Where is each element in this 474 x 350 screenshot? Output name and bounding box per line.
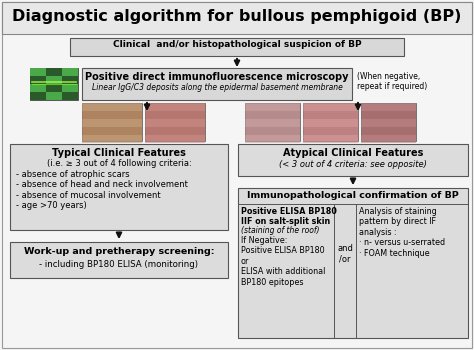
Text: Diagnostic algorithm for bullous pemphigoid (BP): Diagnostic algorithm for bullous pemphig… bbox=[12, 9, 462, 25]
Bar bbox=[303, 135, 358, 143]
Text: Analysis of staining
pattern by direct IF
analysis :
· n- versus u-serrated
· FO: Analysis of staining pattern by direct I… bbox=[359, 207, 445, 258]
Text: (< 3 out of 4 criteria: see opposite): (< 3 out of 4 criteria: see opposite) bbox=[279, 160, 427, 169]
Bar bbox=[238, 144, 468, 176]
Bar bbox=[238, 188, 468, 338]
Bar bbox=[145, 103, 205, 141]
Bar bbox=[145, 119, 205, 127]
Bar bbox=[46, 92, 62, 100]
Text: If Negative:
Positive ELISA BP180
or
ELISA with additional
BP180 epitopes: If Negative: Positive ELISA BP180 or ELI… bbox=[241, 236, 325, 287]
Bar bbox=[10, 144, 228, 230]
Bar bbox=[82, 103, 142, 141]
Text: Linear IgG/C3 deposits along the epidermal basement membrane: Linear IgG/C3 deposits along the epiderm… bbox=[91, 83, 342, 92]
Bar bbox=[245, 111, 300, 119]
Text: (staining of the roof): (staining of the roof) bbox=[241, 226, 319, 235]
Bar bbox=[361, 103, 416, 141]
Bar bbox=[303, 103, 358, 141]
Bar bbox=[30, 76, 46, 84]
Bar bbox=[145, 127, 205, 135]
Bar bbox=[145, 135, 205, 143]
Bar bbox=[62, 68, 78, 76]
Bar bbox=[82, 111, 142, 119]
Bar bbox=[303, 127, 358, 135]
Bar bbox=[361, 127, 416, 135]
Bar bbox=[245, 127, 300, 135]
Text: and
/or: and /or bbox=[337, 244, 353, 264]
Text: Positive direct immunofluorescence microscopy: Positive direct immunofluorescence micro… bbox=[85, 72, 349, 82]
Bar bbox=[2, 2, 472, 34]
Bar bbox=[62, 84, 78, 92]
Bar bbox=[30, 92, 46, 100]
Bar bbox=[145, 103, 205, 111]
Text: (i.e. ≥ 3 out of 4 following criteria:: (i.e. ≥ 3 out of 4 following criteria: bbox=[46, 159, 191, 168]
Bar bbox=[245, 135, 300, 143]
Bar bbox=[46, 76, 62, 84]
Bar bbox=[82, 103, 142, 111]
Bar bbox=[10, 242, 228, 278]
Bar bbox=[30, 68, 46, 76]
Bar bbox=[62, 76, 78, 84]
Bar bbox=[245, 103, 300, 141]
Bar bbox=[82, 135, 142, 143]
Bar bbox=[62, 92, 78, 100]
Text: Typical Clinical Features: Typical Clinical Features bbox=[52, 148, 186, 158]
Bar bbox=[82, 127, 142, 135]
Text: Atypical Clinical Features: Atypical Clinical Features bbox=[283, 148, 423, 158]
Bar bbox=[46, 68, 62, 76]
Text: - absence of atrophic scars
- absence of head and neck involvement
- absence of : - absence of atrophic scars - absence of… bbox=[16, 170, 188, 210]
Bar bbox=[303, 111, 358, 119]
Bar bbox=[303, 103, 358, 111]
Bar bbox=[46, 84, 62, 92]
Bar bbox=[82, 119, 142, 127]
Text: (When negative,
repeat if required): (When negative, repeat if required) bbox=[357, 72, 427, 91]
Bar bbox=[303, 119, 358, 127]
Bar bbox=[82, 68, 352, 100]
Bar bbox=[245, 103, 300, 111]
Bar bbox=[361, 103, 416, 111]
Bar bbox=[361, 119, 416, 127]
Bar bbox=[30, 84, 46, 92]
Bar bbox=[245, 119, 300, 127]
Text: Positive ELISA BP180
IIF on salt-split skin: Positive ELISA BP180 IIF on salt-split s… bbox=[241, 207, 337, 226]
Bar bbox=[145, 111, 205, 119]
Bar bbox=[361, 111, 416, 119]
Bar bbox=[70, 38, 404, 56]
Bar bbox=[361, 135, 416, 143]
Text: Clinical  and/or histopathological suspicion of BP: Clinical and/or histopathological suspic… bbox=[113, 40, 361, 49]
Text: Immunopathological confirmation of BP: Immunopathological confirmation of BP bbox=[247, 191, 459, 200]
Text: - including BP180 ELISA (monitoring): - including BP180 ELISA (monitoring) bbox=[39, 260, 199, 269]
Bar bbox=[30, 68, 78, 100]
Text: Work-up and pretherapy screening:: Work-up and pretherapy screening: bbox=[24, 247, 214, 256]
